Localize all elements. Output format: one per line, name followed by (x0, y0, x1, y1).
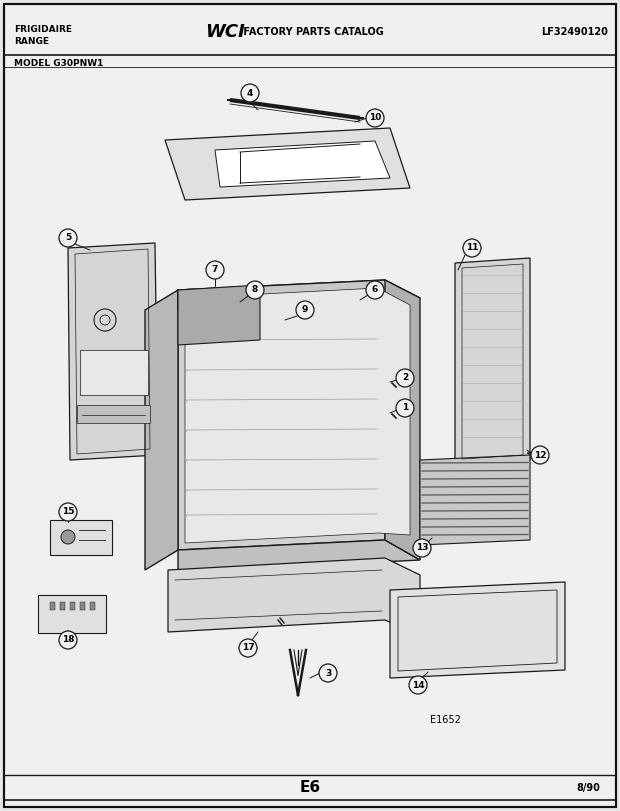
Text: FACTORY PARTS CATALOG: FACTORY PARTS CATALOG (240, 27, 384, 37)
Polygon shape (420, 455, 530, 545)
Circle shape (61, 530, 75, 544)
Circle shape (366, 281, 384, 299)
Text: LF32490120: LF32490120 (541, 27, 608, 37)
Circle shape (246, 281, 264, 299)
Circle shape (206, 261, 224, 279)
Text: 6: 6 (372, 285, 378, 294)
Bar (50, 602, 55, 610)
Polygon shape (178, 540, 420, 572)
Text: 12: 12 (534, 450, 546, 460)
Polygon shape (390, 582, 565, 678)
Bar (50, 520, 112, 555)
Polygon shape (168, 558, 420, 635)
Circle shape (296, 301, 314, 319)
Text: FRIGIDAIRE: FRIGIDAIRE (14, 25, 72, 35)
Polygon shape (455, 258, 530, 465)
Circle shape (409, 676, 427, 694)
Circle shape (366, 109, 384, 127)
Bar (77, 405, 150, 423)
Circle shape (59, 503, 77, 521)
Polygon shape (215, 141, 390, 187)
Polygon shape (178, 280, 385, 550)
Text: MODEL G30PNW1: MODEL G30PNW1 (14, 58, 104, 67)
Text: E1652: E1652 (430, 715, 461, 725)
Circle shape (531, 446, 549, 464)
Text: 9: 9 (302, 306, 308, 315)
Text: E6: E6 (299, 780, 321, 796)
Polygon shape (178, 285, 260, 345)
Circle shape (396, 399, 414, 417)
Bar (80, 350, 148, 395)
Polygon shape (178, 280, 420, 310)
Text: 8/90: 8/90 (576, 783, 600, 793)
Circle shape (413, 539, 431, 557)
Text: 17: 17 (242, 643, 254, 653)
Polygon shape (68, 243, 158, 460)
Polygon shape (165, 128, 410, 200)
Text: 5: 5 (65, 234, 71, 242)
Text: 1: 1 (402, 404, 408, 413)
Text: 4: 4 (247, 88, 253, 97)
Polygon shape (185, 288, 410, 543)
Circle shape (463, 239, 481, 257)
Bar (60, 602, 65, 610)
Polygon shape (145, 290, 178, 570)
Text: 10: 10 (369, 114, 381, 122)
Text: 2: 2 (402, 374, 408, 383)
Text: 7: 7 (212, 265, 218, 274)
Text: RANGE: RANGE (14, 37, 49, 46)
Circle shape (239, 639, 257, 657)
Circle shape (396, 369, 414, 387)
Text: WCI: WCI (205, 23, 245, 41)
Text: 14: 14 (412, 680, 424, 689)
Text: 13: 13 (416, 543, 428, 552)
Text: 18: 18 (62, 636, 74, 645)
Circle shape (319, 664, 337, 682)
Polygon shape (385, 280, 420, 560)
Circle shape (59, 631, 77, 649)
Bar (80, 602, 85, 610)
Bar (90, 602, 95, 610)
Text: 15: 15 (62, 508, 74, 517)
Bar (38, 595, 106, 633)
Circle shape (59, 229, 77, 247)
Text: 8: 8 (252, 285, 258, 294)
Circle shape (241, 84, 259, 102)
Text: 3: 3 (325, 668, 331, 677)
Text: 11: 11 (466, 243, 478, 252)
Bar (70, 602, 75, 610)
